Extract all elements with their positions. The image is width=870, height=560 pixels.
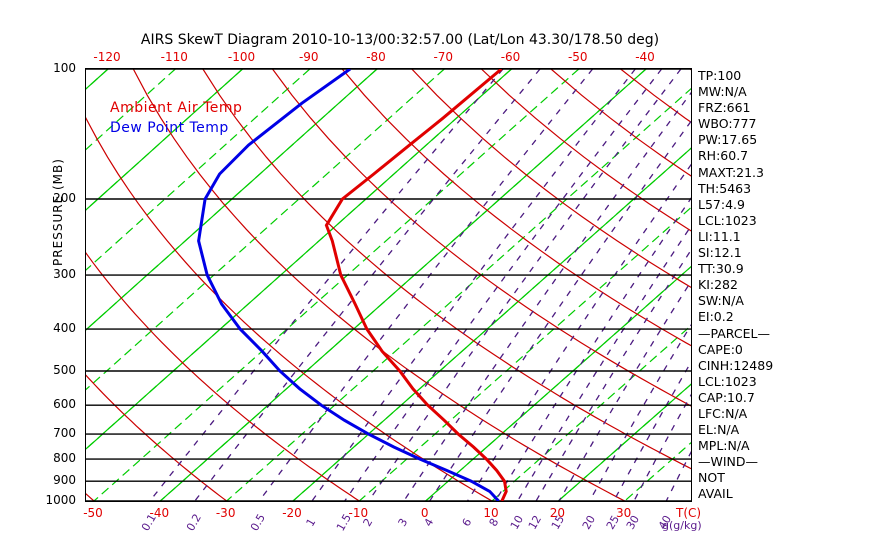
panel-item-25: NOT xyxy=(698,470,725,486)
top-temp-tick--120: -120 xyxy=(93,50,121,64)
bottom-temp-tick--50: -50 xyxy=(83,506,103,520)
panel-item-8: L57:4.9 xyxy=(698,196,745,212)
top-temp-tick--100: -100 xyxy=(227,50,256,64)
pressure-tick-400: 400 xyxy=(53,321,76,336)
pressure-tick-1000: 1000 xyxy=(45,493,76,507)
panel-item-12: TT:30.9 xyxy=(698,261,744,277)
pressure-tick-300: 300 xyxy=(53,267,76,282)
sounding-indices-panel: TP:100 MW:N/A FRZ:661 WBO:777 PW:17.65 RH:60.… xyxy=(698,68,818,503)
bottom-temp-tick--40: -40 xyxy=(149,506,170,520)
pressure-axis-label: PRESSURE (MB) xyxy=(51,158,65,266)
panel-item-15: EI:0.2 xyxy=(698,309,734,325)
panel-item-4: PW:17.65 xyxy=(698,132,758,148)
pressure-tick-800: 800 xyxy=(53,451,76,466)
panel-item-19: LCL:1023 xyxy=(698,373,757,389)
mixing-ratio-tick-10: 10 xyxy=(507,513,526,532)
top-temp-tick--50: -50 xyxy=(567,50,588,64)
panel-item-9: LCL:1023 xyxy=(698,212,757,228)
panel-item-14: SW:N/A xyxy=(698,293,744,309)
top-temp-tick--110: -110 xyxy=(160,50,188,64)
bottom-temp-tick--10: -10 xyxy=(348,506,369,520)
mixing-ratio-tick-2: 2 xyxy=(360,516,376,529)
top-temp-tick--90: -90 xyxy=(298,50,319,64)
temperature-axis-label: T(C) xyxy=(676,506,702,520)
top-temp-tick--40: -40 xyxy=(635,50,655,64)
pressure-tick-600: 600 xyxy=(53,397,76,412)
mixing-ratio-tick-12: 12 xyxy=(525,513,545,532)
skewt-plot-area xyxy=(85,68,692,502)
panel-item-20: CAP:10.7 xyxy=(698,389,755,405)
bottom-temp-tick-0: 0 xyxy=(420,506,429,520)
panel-item-10: LI:11.1 xyxy=(698,228,741,244)
panel-item-3: WBO:777 xyxy=(698,116,757,132)
panel-item-18: CINH:12489 xyxy=(698,357,774,373)
mixing-ratio-tick-20: 20 xyxy=(579,513,598,532)
mixing-ratio-tick-0.2: 0.2 xyxy=(183,511,204,534)
pressure-tick-200: 200 xyxy=(53,191,76,206)
mixing-ratio-tick-3: 3 xyxy=(395,516,411,529)
panel-item-17: CAPE:0 xyxy=(698,341,743,357)
mixing-ratio-tick-1: 1 xyxy=(303,516,319,529)
panel-item-6: MAXT:21.3 xyxy=(698,164,764,180)
bottom-temp-tick--20: -20 xyxy=(282,506,302,520)
panel-item-5: RH:60.7 xyxy=(698,148,749,164)
panel-item-23: MPL:N/A xyxy=(698,438,750,454)
top-temp-tick--60: -60 xyxy=(500,50,521,64)
panel-item-26: AVAIL xyxy=(698,486,733,502)
skewt-canvas xyxy=(86,69,691,501)
panel-item-1: MW:N/A xyxy=(698,84,747,100)
panel-item-11: SI:12.1 xyxy=(698,245,742,261)
panel-item-13: KI:282 xyxy=(698,277,738,293)
bottom-temp-tick-30: 30 xyxy=(616,506,632,520)
mixing-ratio-axis-label: g(g/kg) xyxy=(662,519,702,532)
pressure-tick-500: 500 xyxy=(53,362,76,377)
panel-item-16: —PARCEL— xyxy=(698,325,770,341)
pressure-tick-100: 100 xyxy=(53,61,76,75)
mixing-ratio-tick-4: 4 xyxy=(421,516,437,529)
mixing-ratio-tick-6: 6 xyxy=(459,516,474,529)
panel-item-2: FRZ:661 xyxy=(698,100,751,116)
pressure-tick-700: 700 xyxy=(53,426,76,441)
bottom-temp-tick-10: 10 xyxy=(483,506,499,520)
mixing-ratio-tick-8: 8 xyxy=(487,516,502,529)
top-temp-tick--80: -80 xyxy=(366,50,386,64)
top-temp-tick--70: -70 xyxy=(433,50,454,64)
panel-item-22: EL:N/A xyxy=(698,422,740,438)
panel-item-24: —WIND— xyxy=(698,454,759,470)
panel-item-0: TP:100 xyxy=(698,68,742,83)
pressure-tick-900: 900 xyxy=(53,473,76,488)
page-title: AIRS SkewT Diagram 2010-10-13/00:32:57.0… xyxy=(140,32,660,48)
panel-item-7: TH:5463 xyxy=(698,180,752,196)
mixing-ratio-tick-0.5: 0.5 xyxy=(248,511,269,534)
legend-dew-point-temp: Dew Point Temp xyxy=(110,120,229,136)
bottom-temp-tick--30: -30 xyxy=(215,506,236,520)
legend-ambient-air-temp: Ambient Air Temp xyxy=(110,100,243,116)
panel-item-21: LFC:N/A xyxy=(698,405,748,421)
bottom-temp-tick-20: 20 xyxy=(549,506,565,520)
